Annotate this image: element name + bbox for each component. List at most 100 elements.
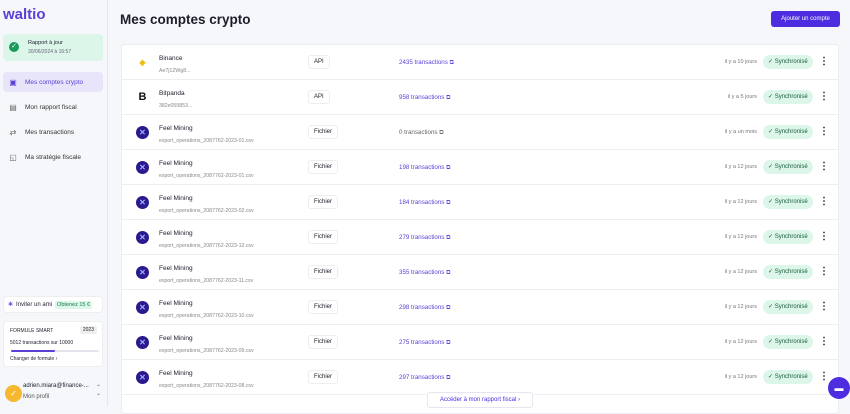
table-row: ✕ Feel Mining export_operations_2087762-… bbox=[122, 115, 838, 150]
binance-logo-icon: ◈ bbox=[139, 58, 146, 67]
more-options-icon[interactable]: ⋮ bbox=[819, 56, 829, 67]
last-sync: il y a 12 jours bbox=[724, 374, 757, 380]
sidebar-item-rapport[interactable]: ▤ Mon rapport fiscal bbox=[3, 97, 103, 117]
more-options-icon[interactable]: ⋮ bbox=[819, 266, 829, 277]
account-type-badge: Fichier bbox=[308, 300, 339, 314]
sidebar-item-label: Mon rapport fiscal bbox=[25, 103, 77, 111]
last-sync: il y a 12 jours bbox=[724, 304, 757, 310]
sidebar-item-strategie[interactable]: ◱ Ma stratégie fiscale bbox=[3, 147, 103, 167]
more-options-icon[interactable]: ⋮ bbox=[819, 91, 829, 102]
external-link-icon: ⧉ bbox=[449, 59, 455, 66]
transactions-link[interactable]: 297 transactions ⧉ bbox=[399, 374, 451, 381]
feel-logo-icon: ✕ bbox=[136, 266, 149, 279]
account-name: Feel Mining bbox=[159, 300, 193, 307]
external-link-icon: ⧉ bbox=[446, 374, 451, 381]
transactions-link[interactable]: 2435 transactions ⧉ bbox=[399, 59, 455, 66]
more-options-icon[interactable]: ⋮ bbox=[819, 336, 829, 347]
account-type-badge: Fichier bbox=[308, 230, 339, 244]
sidebar-item-label: Mes comptes crypto bbox=[25, 78, 84, 86]
external-link-icon: ⧉ bbox=[446, 339, 451, 346]
status-badge: ✓ Synchronisé bbox=[763, 370, 813, 384]
plan-progress bbox=[11, 350, 99, 352]
report-status: ✓ Rapport à jour 30/06/2024 à 16:57 bbox=[3, 34, 103, 61]
account-source: export_operations_2087762-2023-01.csv bbox=[159, 173, 254, 179]
more-options-icon[interactable]: ⋮ bbox=[819, 161, 829, 172]
external-link-icon: ⧉ bbox=[446, 164, 451, 171]
more-options-icon[interactable]: ⋮ bbox=[819, 126, 829, 137]
last-sync: il y a 12 jours bbox=[724, 339, 757, 345]
invite-button[interactable]: ✱ Inviter un ami Obtenez 15 € bbox=[3, 296, 103, 313]
table-row: ◈ Binance Ae7j1ZWg8... API 2435 transact… bbox=[122, 45, 838, 80]
account-source: export_operations_2087762-2023-01.csv bbox=[159, 138, 254, 144]
chat-icon[interactable]: ▬ bbox=[828, 377, 850, 399]
account-name: Feel Mining bbox=[159, 370, 193, 377]
more-options-icon[interactable]: ⋮ bbox=[819, 371, 829, 382]
feel-logo-icon: ✕ bbox=[136, 196, 149, 209]
more-options-icon[interactable]: ⋮ bbox=[819, 301, 829, 312]
sidebar-item-label: Mes transactions bbox=[25, 128, 75, 136]
last-sync: il y a un mois bbox=[724, 129, 757, 135]
account-source: export_operations_2087762-2023-08.csv bbox=[159, 383, 254, 389]
account-name: Feel Mining bbox=[159, 160, 193, 167]
account-name: Binance bbox=[159, 55, 183, 62]
external-link-icon: ⧉ bbox=[446, 199, 451, 206]
add-account-button[interactable]: Ajouter un compte bbox=[771, 11, 840, 27]
status-badge: ✓ Synchronisé bbox=[763, 265, 813, 279]
account-source: export_operations_2087762-2023-10.csv bbox=[159, 313, 254, 319]
transactions-link[interactable]: 275 transactions ⧉ bbox=[399, 339, 451, 346]
change-plan-link[interactable]: Changer de formule › bbox=[10, 356, 58, 362]
sidebar-item-comptes[interactable]: ▣ Mes comptes crypto bbox=[3, 72, 103, 92]
more-options-icon[interactable]: ⋮ bbox=[819, 231, 829, 242]
feel-logo-icon: ✕ bbox=[136, 231, 149, 244]
plan-card: FORMULE SMART 2023 5012 transactions sur… bbox=[3, 321, 103, 367]
feel-logo-icon: ✕ bbox=[136, 301, 149, 314]
transactions-link[interactable]: 355 transactions ⧉ bbox=[399, 269, 451, 276]
last-sync: il y a 12 jours bbox=[724, 199, 757, 205]
account-type-badge: Fichier bbox=[308, 160, 339, 174]
profile-menu[interactable]: ✓ adrien.miara@finance-... Mon profil ⌃ ⌄ bbox=[3, 382, 106, 404]
external-link-icon: ⧉ bbox=[439, 129, 444, 136]
table-row: ✕ Feel Mining export_operations_2087762-… bbox=[122, 255, 838, 290]
last-sync: il y a 10 jours bbox=[724, 59, 757, 65]
account-type-badge: API bbox=[308, 55, 330, 69]
account-type-badge: API bbox=[308, 90, 330, 104]
page-title: Mes comptes crypto bbox=[120, 12, 251, 27]
plan-progress-fill bbox=[11, 350, 56, 352]
table-row: ✕ Feel Mining export_operations_2087762-… bbox=[122, 360, 838, 395]
document-icon: ▤ bbox=[9, 102, 17, 112]
sidebar-item-transactions[interactable]: ⇄ Mes transactions bbox=[3, 122, 103, 142]
check-icon: ✓ bbox=[768, 164, 774, 170]
report-title: Rapport à jour bbox=[28, 40, 63, 46]
external-link-icon: ⧉ bbox=[446, 234, 451, 241]
table-row: ✕ Feel Mining export_operations_2087762-… bbox=[122, 220, 838, 255]
report-date: 30/06/2024 à 16:57 bbox=[28, 49, 72, 55]
check-icon: ✓ bbox=[768, 129, 774, 135]
account-type-badge: Fichier bbox=[308, 335, 339, 349]
transactions-link[interactable]: 184 transactions ⧉ bbox=[399, 199, 451, 206]
transactions-link[interactable]: 279 transactions ⧉ bbox=[399, 234, 451, 241]
transactions-link[interactable]: 198 transactions ⧉ bbox=[399, 164, 451, 171]
external-link-icon: ⧉ bbox=[446, 304, 451, 311]
wallet-icon: ▣ bbox=[9, 77, 17, 87]
invite-label: Inviter un ami bbox=[16, 301, 53, 308]
account-name: Bitpanda bbox=[159, 90, 185, 97]
status-badge: ✓ Synchronisé bbox=[763, 300, 813, 314]
sidebar-item-label: Ma stratégie fiscale bbox=[25, 153, 81, 161]
chevron-updown-icon: ⌃ ⌄ bbox=[96, 385, 102, 397]
external-link-icon: ⧉ bbox=[446, 269, 451, 276]
transactions-link[interactable]: 958 transactions ⧉ bbox=[399, 94, 451, 101]
check-icon: ✓ bbox=[768, 234, 774, 240]
more-options-icon[interactable]: ⋮ bbox=[819, 196, 829, 207]
invite-reward: Obtenez 15 € bbox=[55, 300, 93, 309]
account-name: Feel Mining bbox=[159, 265, 193, 272]
account-source: export_operations_2087762-2023-02.csv bbox=[159, 208, 254, 214]
status-badge: ✓ Synchronisé bbox=[763, 335, 813, 349]
waltio-logo[interactable]: waltio bbox=[3, 6, 46, 23]
transactions-link[interactable]: 298 transactions ⧉ bbox=[399, 304, 451, 311]
transactions-link[interactable]: 0 transactions ⧉ bbox=[399, 129, 444, 136]
account-name: Feel Mining bbox=[159, 230, 193, 237]
status-badge: ✓ Synchronisé bbox=[763, 195, 813, 209]
profile-link[interactable]: Mon profil bbox=[23, 394, 50, 400]
status-badge: ✓ Synchronisé bbox=[763, 125, 813, 139]
gift-icon: ✱ bbox=[8, 302, 14, 308]
